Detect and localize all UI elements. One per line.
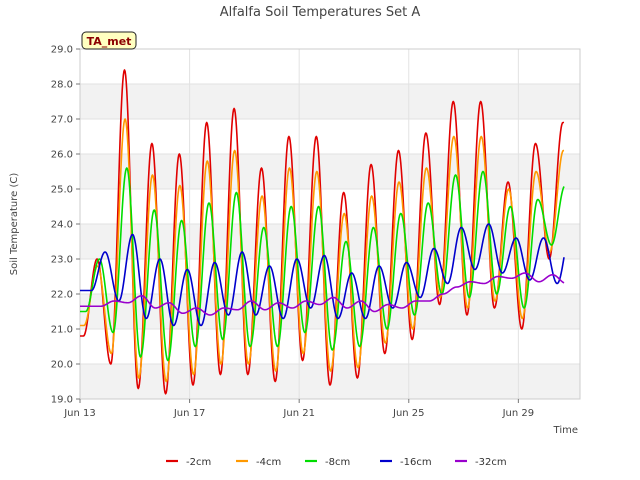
legend-label: -2cm	[186, 457, 211, 468]
series-line-m8cm	[79, 167, 565, 362]
chart-title: Alfalfa Soil Temperatures Set A	[220, 5, 421, 20]
x-axis-label: Time	[553, 425, 578, 436]
y-tick-label: 21.0	[51, 325, 73, 336]
y-tick-label: 26.0	[51, 150, 73, 161]
legend-label: -4cm	[256, 457, 281, 468]
x-tick-label: Jun 29	[502, 408, 535, 419]
y-tick-label: 23.0	[51, 255, 73, 266]
x-axis: Jun 13 Jun 17 Jun 21 Jun 25 Jun 29	[63, 399, 534, 419]
x-tick-label: Jun 13	[63, 408, 96, 419]
y-tick-label: 24.0	[51, 220, 73, 231]
y-axis-label: Soil Temperature (C)	[9, 173, 20, 276]
plot-band	[80, 154, 580, 189]
legend-label: -32cm	[475, 457, 507, 468]
legend-label: -8cm	[325, 457, 350, 468]
y-axis: 19.0 20.0 21.0 22.0 23.0 24.0 25.0 26.0 27.0 28.0…	[51, 45, 80, 406]
series-line-m16cm	[79, 223, 565, 327]
plot-band	[80, 84, 580, 119]
x-tick-label: Jun 25	[392, 408, 425, 419]
series-lines	[79, 69, 565, 395]
y-tick-label: 28.0	[51, 80, 73, 91]
y-tick-label: 25.0	[51, 185, 73, 196]
annotation-box: TA_met	[81, 31, 137, 50]
y-tick-label: 19.0	[51, 395, 73, 406]
y-tick-label: 29.0	[51, 45, 73, 56]
annotation-text: TA_met	[87, 35, 132, 48]
series-line-m32cm	[79, 272, 565, 316]
legend: -2cm -4cm -8cm -16cm -32cm	[166, 457, 507, 468]
x-tick-label: Jun 17	[173, 408, 206, 419]
x-tick-label: Jun 21	[282, 408, 315, 419]
legend-label: -16cm	[400, 457, 432, 468]
y-tick-label: 22.0	[51, 290, 73, 301]
y-tick-label: 27.0	[51, 115, 73, 126]
y-tick-label: 20.0	[51, 360, 73, 371]
